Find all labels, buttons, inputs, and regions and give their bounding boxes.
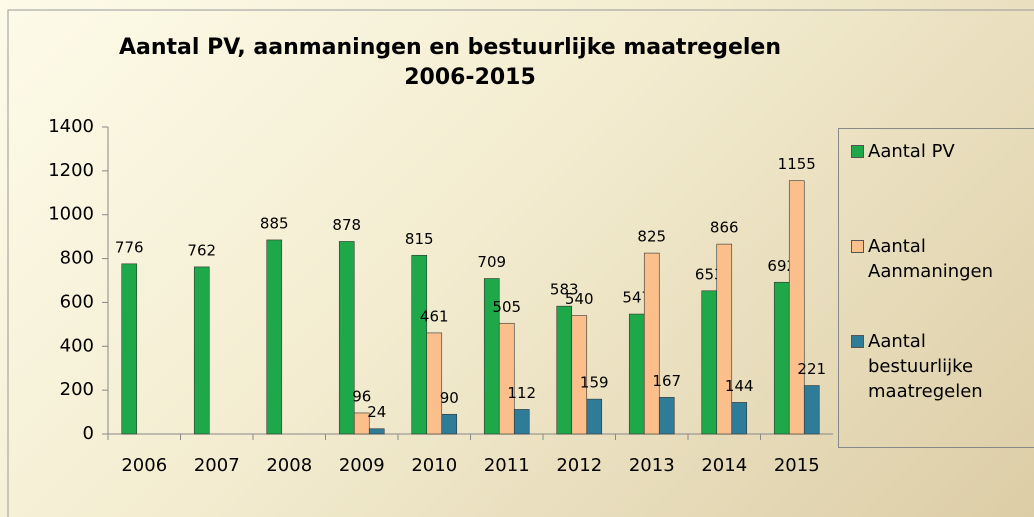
legend-item: Aantal Aanmaningen [851, 234, 1034, 284]
data-label: 505 [492, 298, 521, 316]
frame [7, 9, 1034, 517]
data-label: 96 [352, 387, 371, 405]
x-tick-label: 2006 [121, 455, 167, 476]
data-label: 885 [260, 214, 289, 232]
y-tick-label: 800 [60, 248, 94, 269]
bar [586, 398, 603, 435]
x-tick-label: 2013 [629, 455, 675, 476]
bar [571, 315, 588, 435]
bar [658, 397, 675, 435]
bar [441, 413, 458, 435]
data-label: 762 [187, 241, 216, 259]
x-tick-label: 2008 [266, 455, 312, 476]
data-label: 815 [405, 230, 434, 248]
bar [513, 409, 530, 435]
data-label: 112 [507, 384, 536, 402]
data-label: 167 [652, 372, 681, 390]
legend-label: Aantal PV [868, 141, 955, 162]
bar [716, 243, 733, 435]
x-tick-label: 2014 [701, 455, 747, 476]
bar [121, 263, 138, 435]
data-label: 221 [797, 360, 826, 378]
y-tick-label: 400 [60, 335, 94, 356]
bar [701, 290, 718, 435]
bar [643, 252, 660, 435]
x-tick-label: 2009 [339, 455, 385, 476]
data-label: 878 [332, 216, 361, 234]
bar [731, 402, 748, 435]
bar [628, 313, 645, 435]
x-tick-label: 2015 [774, 455, 820, 476]
legend-label: Aantal Aanmaningen [868, 236, 994, 282]
data-label: 90 [440, 389, 459, 407]
chart-title: Aantal PV, aanmaningen en bestuurlijke m… [119, 35, 781, 90]
data-label: 24 [367, 403, 386, 421]
data-label: 540 [565, 290, 594, 308]
data-label: 144 [725, 377, 754, 395]
legend: Aantal PV Aantal Aanmaningen Aantal bestuu… [838, 128, 1034, 448]
legend-swatch [851, 335, 864, 348]
legend-item: Aantal PV [851, 139, 1034, 164]
bar [411, 254, 428, 435]
bar [803, 385, 820, 435]
y-tick-label: 1400 [48, 116, 94, 137]
data-label: 866 [710, 219, 739, 237]
data-label: 692 [767, 257, 796, 275]
data-label: 776 [115, 238, 144, 256]
data-label: 709 [477, 253, 506, 271]
legend-swatch [851, 145, 864, 158]
legend-label: Aantal bestuurlijke maatregelen [868, 331, 983, 402]
data-label: 461 [420, 307, 449, 325]
x-tick-label: 2010 [411, 455, 457, 476]
y-tick-label: 200 [60, 379, 94, 400]
data-label: 1155 [778, 155, 816, 173]
y-tick-label: 0 [83, 423, 94, 444]
y-tick-label: 1000 [48, 204, 94, 225]
x-tick-label: 2007 [194, 455, 240, 476]
bar [498, 322, 515, 435]
bar [426, 332, 443, 435]
bar [556, 305, 573, 435]
legend-swatch [851, 240, 864, 253]
bar [788, 180, 805, 435]
data-label: 583 [550, 281, 579, 299]
bar [773, 281, 790, 435]
bar [338, 241, 355, 435]
data-label: 159 [580, 374, 609, 392]
bar [266, 239, 283, 435]
x-tick-label: 2012 [556, 455, 602, 476]
y-tick-label: 600 [60, 291, 94, 312]
data-label: 547 [622, 289, 651, 307]
bar [368, 428, 385, 435]
data-label: 825 [637, 228, 666, 246]
data-label: 653 [695, 265, 724, 283]
bar [353, 412, 370, 435]
bar [193, 266, 210, 435]
x-tick-label: 2011 [484, 455, 530, 476]
y-tick-label: 1200 [48, 160, 94, 181]
legend-item: Aantal bestuurlijke maatregelen [851, 329, 1034, 404]
